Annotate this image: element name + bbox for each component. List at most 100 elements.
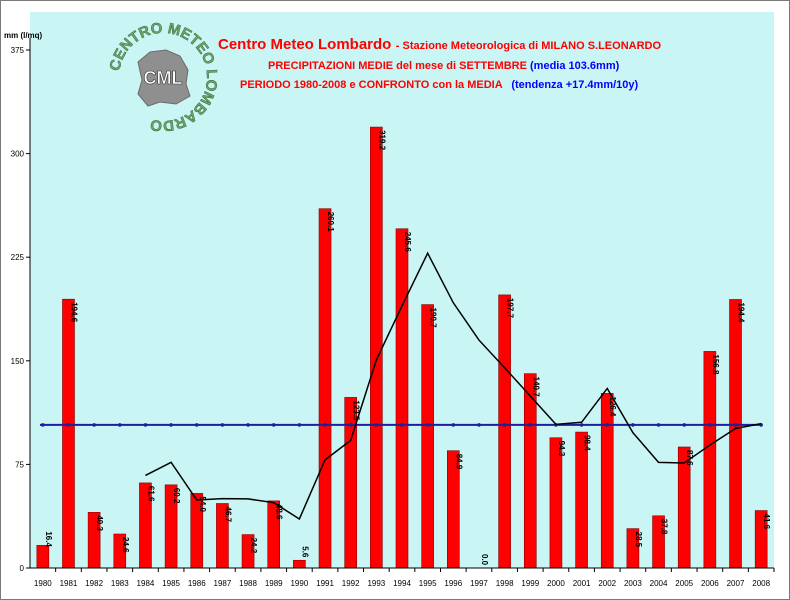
bar-value-label: 123.5 xyxy=(352,400,361,421)
bar-value-label: 94.3 xyxy=(557,441,566,457)
period-title: PERIODO 1980-2008 e CONFRONTO con la MED… xyxy=(240,79,503,91)
bar-value-label: 28.5 xyxy=(634,532,643,548)
average-marker xyxy=(656,423,661,427)
x-tick-label: 1983 xyxy=(111,579,129,588)
average-marker xyxy=(682,423,687,427)
x-tick-label: 2000 xyxy=(547,579,565,588)
x-tick-label: 1986 xyxy=(188,579,206,588)
x-tick-label: 1987 xyxy=(214,579,232,588)
average-marker xyxy=(733,423,738,427)
y-tick-label: 150 xyxy=(11,357,25,366)
station-title: - Stazione Meteorologica di MILANO S.LEO… xyxy=(395,40,662,52)
bar-value-label: 54.0 xyxy=(198,496,207,512)
x-tick-label: 1982 xyxy=(85,579,103,588)
bar-value-label: 126.4 xyxy=(608,396,617,417)
x-tick-label: 2005 xyxy=(675,579,693,588)
x-tick-label: 1998 xyxy=(496,579,514,588)
average-marker xyxy=(169,423,173,427)
x-tick-label: 2008 xyxy=(752,579,770,588)
average-marker xyxy=(708,423,712,427)
bar-value-label: 260.1 xyxy=(326,212,335,233)
cml-logo: CENTRO METEO LOMBARDO CML xyxy=(108,22,218,132)
bar-2001 xyxy=(575,431,588,569)
bar-value-label: 319.2 xyxy=(377,130,386,151)
x-tick-label: 2007 xyxy=(727,579,745,588)
bar-value-label: 84.9 xyxy=(454,454,463,470)
y-tick-label: 300 xyxy=(11,150,25,159)
lombardy-map-icon xyxy=(137,49,191,107)
bar-1981 xyxy=(62,298,75,569)
bar-value-label: 197.7 xyxy=(506,298,515,319)
x-tick-label: 1991 xyxy=(316,579,334,588)
average-marker xyxy=(143,423,148,427)
average-marker xyxy=(502,423,507,427)
x-tick-label: 2002 xyxy=(598,579,616,588)
x-tick-label: 1981 xyxy=(60,579,78,588)
x-tick-label: 1984 xyxy=(137,579,155,588)
average-marker xyxy=(41,423,45,427)
bar-value-label: 190.7 xyxy=(429,308,438,329)
bar-value-label: 37.8 xyxy=(660,519,669,535)
bar-1991 xyxy=(318,208,332,569)
bar-1998 xyxy=(498,294,511,569)
x-tick-label: 2001 xyxy=(573,579,591,588)
bar-value-label: 87.6 xyxy=(685,450,694,466)
bar-1990 xyxy=(293,559,306,569)
bar-value-label: 16.4 xyxy=(44,531,53,547)
bar-1994 xyxy=(395,228,409,569)
x-tick-label: 2003 xyxy=(624,579,642,588)
average-marker xyxy=(92,423,96,427)
bar-value-label: 140.7 xyxy=(531,377,540,398)
x-tick-label: 1995 xyxy=(419,579,437,588)
average-marker xyxy=(425,423,430,427)
average-marker xyxy=(605,423,610,427)
bar-value-label: 98.4 xyxy=(583,435,592,451)
bar-value-label: 194.6 xyxy=(69,302,78,323)
x-tick-label: 1980 xyxy=(34,579,52,588)
average-marker xyxy=(297,423,302,427)
y-tick-label: 225 xyxy=(11,253,25,262)
bar-value-label: 48.6 xyxy=(275,504,284,520)
average-marker xyxy=(117,423,122,427)
average-marker xyxy=(348,423,353,427)
x-tick-label: 1988 xyxy=(239,579,257,588)
x-tick-label: 2006 xyxy=(701,579,719,588)
x-tick-label: 2004 xyxy=(650,579,668,588)
bar-1992 xyxy=(344,397,357,569)
average-marker xyxy=(631,423,635,427)
average-marker xyxy=(194,423,199,427)
average-marker xyxy=(400,423,404,427)
media-note: (media 103.6mm) xyxy=(530,60,620,72)
bar-2006 xyxy=(703,351,717,569)
average-marker xyxy=(66,423,71,427)
average-marker xyxy=(220,423,225,427)
average-marker xyxy=(271,423,276,427)
bar-2000 xyxy=(549,437,563,569)
trend-note: (tendenza +17.4mm/10y) xyxy=(511,79,639,91)
bar-value-label: 40.3 xyxy=(95,515,104,531)
average-marker xyxy=(528,423,533,427)
average-marker xyxy=(477,423,481,427)
bar-value-label: 0.0 xyxy=(480,554,489,566)
bar-value-label: 245.6 xyxy=(403,232,412,253)
y-tick-label: 0 xyxy=(20,564,25,573)
x-tick-label: 1993 xyxy=(367,579,385,588)
bar-value-label: 156.8 xyxy=(711,354,720,375)
moving-average-line xyxy=(145,251,762,521)
bar-value-label: 194.4 xyxy=(737,302,746,323)
bar-1995 xyxy=(421,304,434,569)
y-tick-label: 375 xyxy=(11,46,25,55)
subtitle: PRECIPITAZIONI MEDIE del mese di SETTEMB… xyxy=(268,60,527,72)
average-marker xyxy=(246,423,250,427)
bar-1999 xyxy=(523,373,537,569)
x-tick-label: 1994 xyxy=(393,579,411,588)
bar-value-label: 46.7 xyxy=(223,506,232,522)
x-tick-label: 1985 xyxy=(162,579,180,588)
x-tick-label: 1992 xyxy=(342,579,360,588)
bar-1980 xyxy=(36,545,50,569)
bar-value-label: 61.6 xyxy=(146,486,155,502)
average-marker xyxy=(579,423,584,427)
average-marker xyxy=(323,423,327,427)
bar-value-label: 41.6 xyxy=(762,514,771,530)
x-tick-label: 1997 xyxy=(470,579,488,588)
